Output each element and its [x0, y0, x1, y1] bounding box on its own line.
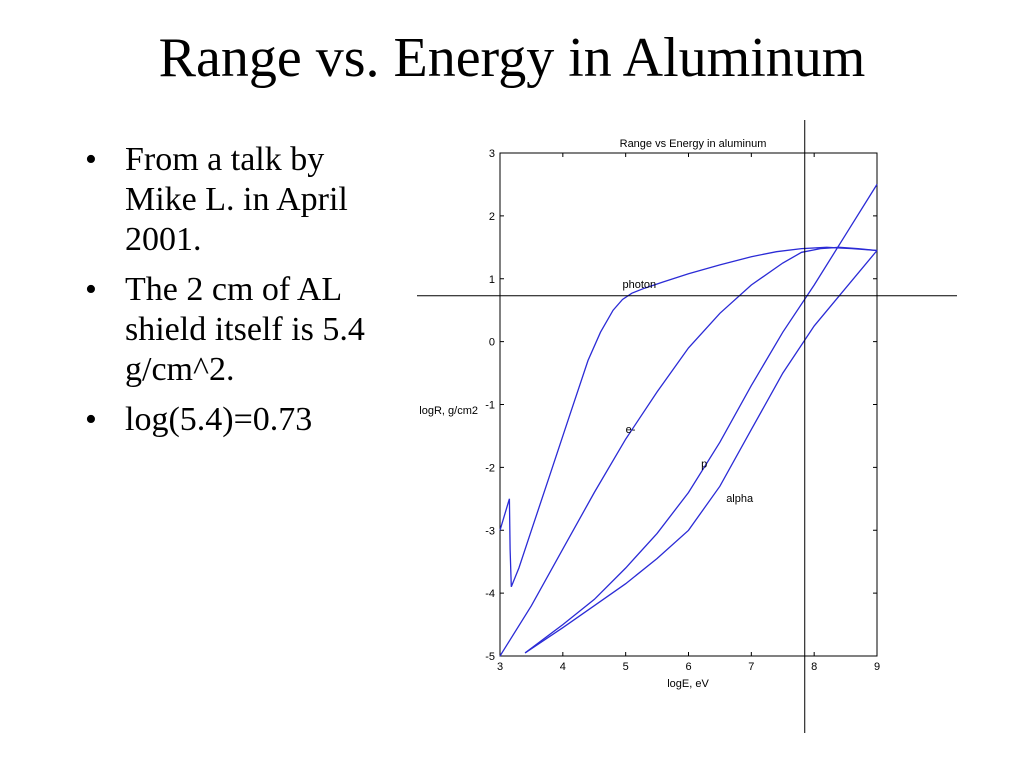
curve-label-e-: e-: [626, 424, 636, 436]
bullet-item: • The 2 cm of AL shield itself is 5.4 g/…: [85, 270, 375, 390]
x-tick-label: 7: [748, 661, 754, 673]
y-tick-label: -3: [485, 525, 495, 537]
x-axis-label: logE, eV: [667, 678, 709, 690]
series-line-alpha: [524, 250, 878, 654]
bullet-text: log(5.4)=0.73: [125, 401, 313, 438]
x-tick-label: 6: [685, 661, 691, 673]
y-tick-label: -4: [485, 588, 495, 600]
bullet-text: The 2 cm of AL shield itself is 5.4 g/cm…: [125, 271, 365, 388]
series-line-p: [524, 184, 878, 654]
x-tick-label: 5: [623, 661, 629, 673]
bullet-marker: •: [85, 401, 97, 438]
bullet-item: • From a talk by Mike L. in April 2001.: [85, 140, 375, 260]
bullet-text: From a talk by Mike L. in April 2001.: [125, 141, 348, 258]
bullet-item: • log(5.4)=0.73: [85, 400, 375, 440]
y-tick-label: 0: [489, 337, 495, 349]
slide-title: Range vs. Energy in Aluminum: [158, 27, 866, 89]
bullet-list: • From a talk by Mike L. in April 2001. …: [85, 140, 375, 450]
y-tick-label: 2: [489, 211, 495, 223]
curve-label-photon: photon: [623, 279, 657, 291]
x-tick-label: 8: [811, 661, 817, 673]
x-tick-label: 3: [497, 661, 503, 673]
y-tick-label: -5: [485, 651, 495, 663]
y-tick-label: 3: [489, 148, 495, 160]
curve-label-p: p: [701, 458, 707, 470]
curve-label-alpha: alpha: [726, 493, 754, 505]
bullet-marker: •: [85, 271, 97, 308]
x-tick-label: 9: [874, 661, 880, 673]
y-tick-label: -1: [485, 400, 495, 412]
series-line-photon: [499, 246, 878, 588]
x-tick-label: 4: [560, 661, 566, 673]
plot-frame: [499, 152, 878, 657]
y-axis-label: logR, g/cm2: [419, 405, 478, 417]
series-line-e-: [499, 246, 878, 657]
chart-title: Range vs Energy in aluminum: [620, 138, 767, 150]
y-tick-label: 1: [489, 274, 495, 286]
y-tick-label: -2: [485, 462, 495, 474]
bullet-marker: •: [85, 141, 97, 178]
